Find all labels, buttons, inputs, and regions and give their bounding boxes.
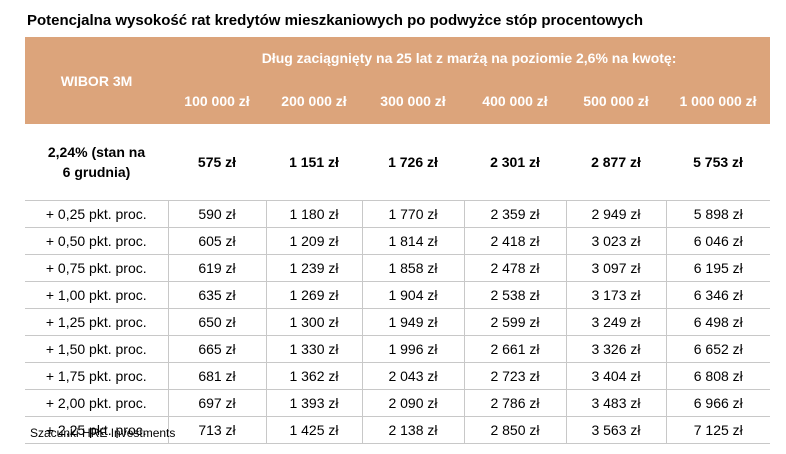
cell-value: 5 898 zł: [665, 200, 771, 228]
cell-value: 1 726 zł: [362, 124, 464, 201]
cell-value: 2 138 zł: [361, 416, 464, 444]
cell-value: 5 753 zł: [666, 124, 771, 201]
row-label: + 1,25 pkt. proc.: [25, 308, 168, 336]
row-label: + 2,00 pkt. proc.: [25, 389, 168, 417]
cell-value: 697 zł: [167, 389, 266, 417]
row-header: WIBOR 3M: [25, 37, 168, 124]
cell-value: 1 300 zł: [265, 308, 362, 336]
table-row: + 1,50 pkt. proc. 665 zł 1 330 zł 1 996 zł 2…: [25, 335, 771, 363]
cell-value: 681 zł: [167, 362, 266, 390]
cell-value: 6 966 zł: [665, 389, 771, 417]
table-row: + 0,50 pkt. proc. 605 zł 1 209 zł 1 814 zł 2…: [25, 227, 771, 255]
cell-value: 1 858 zł: [361, 254, 464, 282]
row-label: + 0,25 pkt. proc.: [25, 200, 168, 228]
cell-value: 650 zł: [167, 308, 266, 336]
column-header: 500 000 zł: [566, 78, 666, 124]
cell-value: 2 877 zł: [566, 124, 666, 201]
cell-value: 3 173 zł: [565, 281, 666, 309]
table-row: + 0,75 pkt. proc. 619 zł 1 239 zł 1 858 zł 2…: [25, 254, 771, 282]
table-row: 2,24% (stan na 6 grudnia) 575 zł 1 151 zł 1…: [25, 124, 771, 201]
cell-value: 2 043 zł: [361, 362, 464, 390]
cell-value: 2 301 zł: [464, 124, 566, 201]
cell-value: 3 097 zł: [565, 254, 666, 282]
cell-value: 619 zł: [167, 254, 266, 282]
table-row: + 1,25 pkt. proc. 650 zł 1 300 zł 1 949 zł 2…: [25, 308, 771, 336]
table-row: + 2,00 pkt. proc. 697 zł 1 393 zł 2 090 zł 2…: [25, 389, 771, 417]
cell-value: 2 538 zł: [463, 281, 566, 309]
rates-table: WIBOR 3M Dług zaciągnięty na 25 lat z ma…: [25, 37, 771, 444]
cell-value: 3 326 zł: [565, 335, 666, 363]
cell-value: 1 814 zł: [361, 227, 464, 255]
cell-value: 2 359 zł: [463, 200, 566, 228]
cell-value: 2 949 zł: [565, 200, 666, 228]
cell-value: 2 786 zł: [463, 389, 566, 417]
cell-value: 6 346 zł: [665, 281, 771, 309]
group-header: Dług zaciągnięty na 25 lat z marżą na po…: [168, 37, 771, 78]
cell-value: 1 770 zł: [361, 200, 464, 228]
cell-value: 3 023 zł: [565, 227, 666, 255]
cell-value: 2 418 zł: [463, 227, 566, 255]
column-header: 100 000 zł: [168, 78, 266, 124]
column-header: 400 000 zł: [464, 78, 566, 124]
cell-value: 2 478 zł: [463, 254, 566, 282]
table-row: + 0,25 pkt. proc. 590 zł 1 180 zł 1 770 zł 2…: [25, 200, 771, 228]
cell-value: 1 425 zł: [265, 416, 362, 444]
cell-value: 1 330 zł: [265, 335, 362, 363]
cell-value: 2 661 zł: [463, 335, 566, 363]
cell-value: 1 209 zł: [265, 227, 362, 255]
cell-value: 6 195 zł: [665, 254, 771, 282]
cell-value: 3 483 zł: [565, 389, 666, 417]
cell-value: 1 362 zł: [265, 362, 362, 390]
cell-value: 1 151 zł: [266, 124, 362, 201]
cell-value: 1 180 zł: [265, 200, 362, 228]
row-label: + 2,25 pkt. proc.: [25, 416, 168, 444]
column-header: 200 000 zł: [266, 78, 362, 124]
cell-value: 6 808 zł: [665, 362, 771, 390]
cell-value: 2 090 zł: [361, 389, 464, 417]
cell-value: 1 996 zł: [361, 335, 464, 363]
cell-value: 713 zł: [167, 416, 266, 444]
table-head: WIBOR 3M Dług zaciągnięty na 25 lat z ma…: [25, 37, 771, 124]
cell-value: 665 zł: [167, 335, 266, 363]
cell-value: 6 652 zł: [665, 335, 771, 363]
column-header: 300 000 zł: [362, 78, 464, 124]
table-row: + 1,00 pkt. proc. 635 zł 1 269 zł 1 904 zł 2…: [25, 281, 771, 309]
cell-value: 6 046 zł: [665, 227, 771, 255]
cell-value: 635 zł: [167, 281, 266, 309]
row-label: + 1,00 pkt. proc.: [25, 281, 168, 309]
column-header-row: 100 000 zł 200 000 zł 300 000 zł 400 000 zł…: [25, 78, 771, 124]
cell-value: 6 498 zł: [665, 308, 771, 336]
cell-value: 1 904 zł: [361, 281, 464, 309]
row-label: + 1,75 pkt. proc.: [25, 362, 168, 390]
row-label: + 1,50 pkt. proc.: [25, 335, 168, 363]
cell-value: 1 393 zł: [265, 389, 362, 417]
cell-value: 1 949 zł: [361, 308, 464, 336]
cell-value: 2 599 zł: [463, 308, 566, 336]
cell-value: 3 563 zł: [565, 416, 666, 444]
cell-value: 1 239 zł: [265, 254, 362, 282]
table-row: + 1,75 pkt. proc. 681 zł 1 362 zł 2 043 zł 2…: [25, 362, 771, 390]
row-label: 2,24% (stan na 6 grudnia): [25, 124, 168, 201]
row-label: + 0,75 pkt. proc.: [25, 254, 168, 282]
cell-value: 1 269 zł: [265, 281, 362, 309]
header-row: WIBOR 3M Dług zaciągnięty na 25 lat z ma…: [25, 37, 771, 124]
table-body: 2,24% (stan na 6 grudnia) 575 zł 1 151 zł 1…: [25, 124, 771, 444]
cell-value: 590 zł: [167, 200, 266, 228]
cell-value: 7 125 zł: [665, 416, 771, 444]
table-row: + 2,25 pkt. proc. 713 zł 1 425 zł 2 138 zł 2…: [25, 416, 771, 444]
cell-value: 575 zł: [168, 124, 266, 201]
cell-value: 2 723 zł: [463, 362, 566, 390]
cell-value: 3 249 zł: [565, 308, 666, 336]
source-note: Szacunki HRE Investments: [30, 426, 176, 440]
cell-value: 605 zł: [167, 227, 266, 255]
cell-value: 2 850 zł: [463, 416, 566, 444]
cell-value: 3 404 zł: [565, 362, 666, 390]
row-label: + 0,50 pkt. proc.: [25, 227, 168, 255]
column-header: 1 000 000 zł: [666, 78, 771, 124]
title: Potencjalna wysokość rat kredytów mieszk…: [27, 12, 643, 29]
